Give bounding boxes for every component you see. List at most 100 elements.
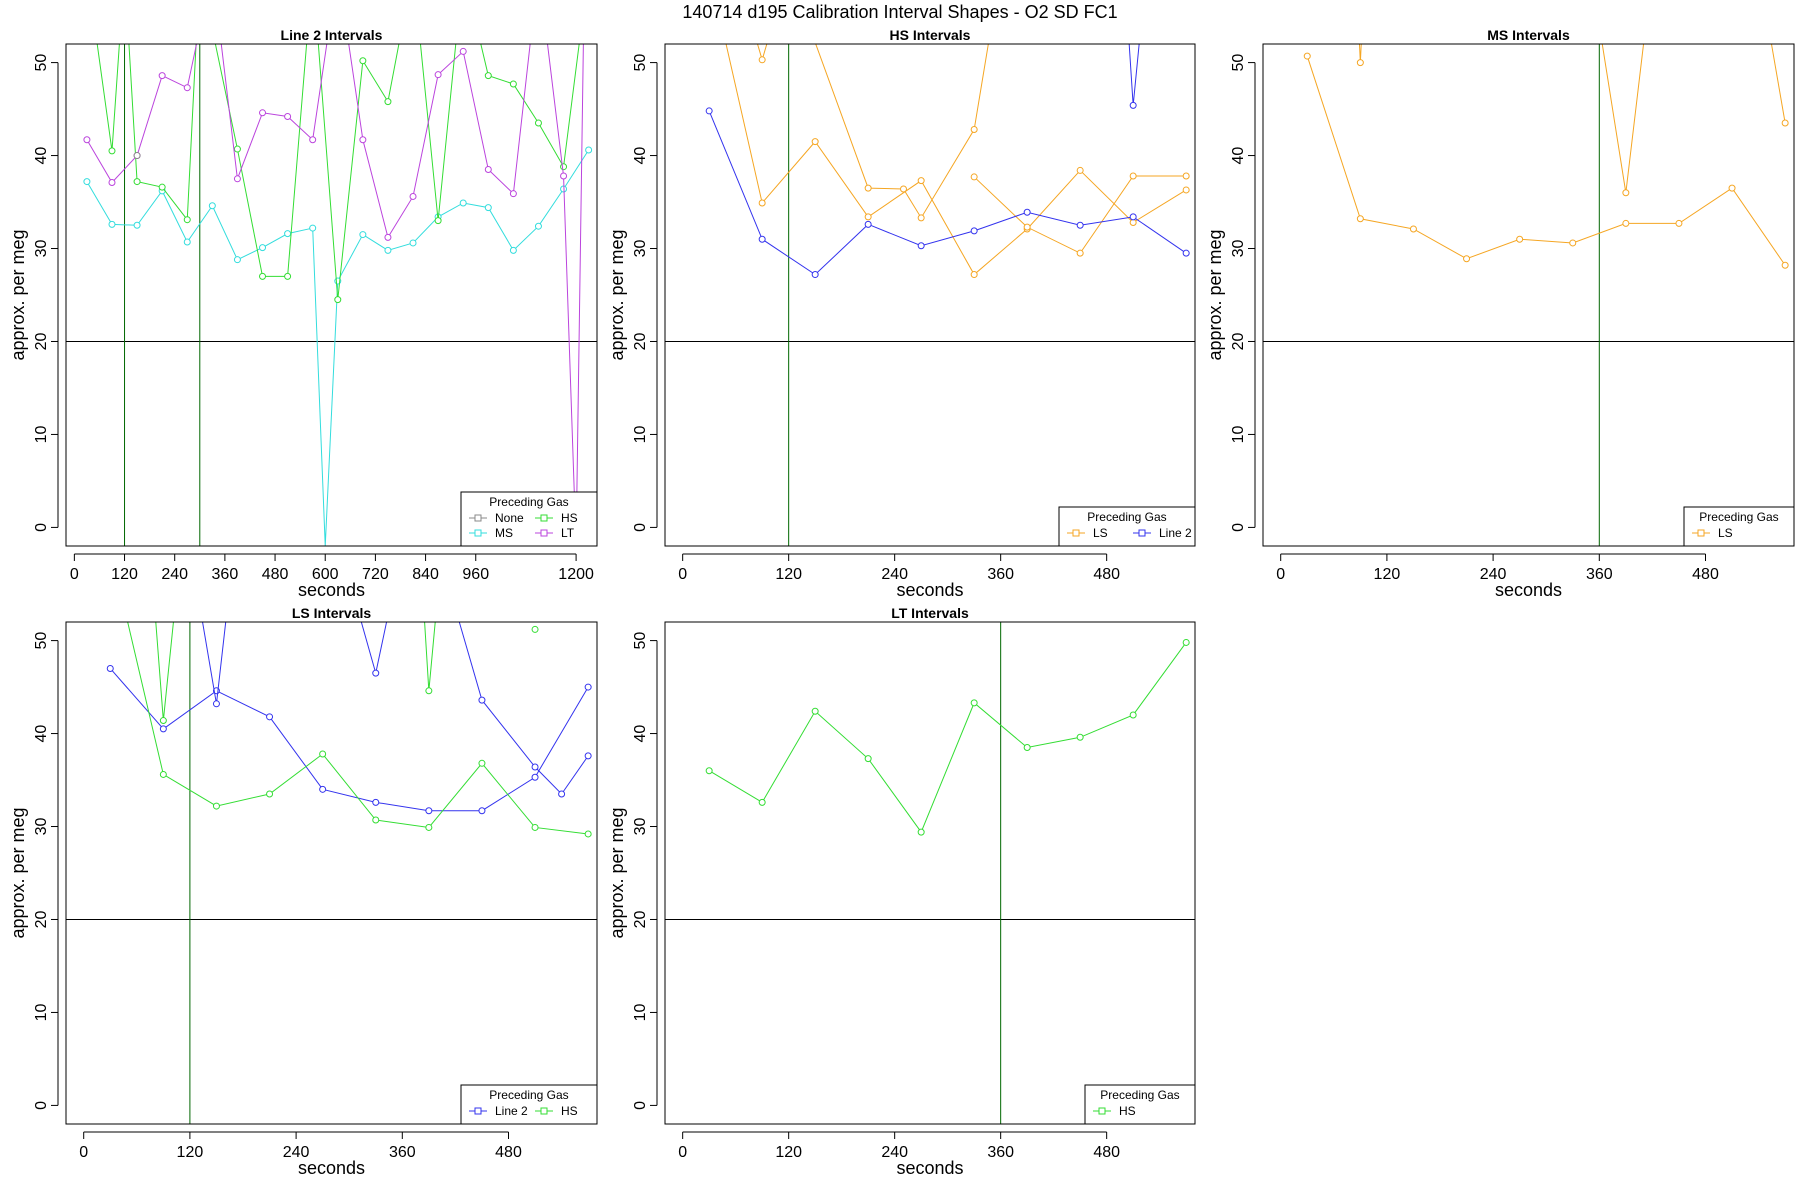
x-axis: 0 120 240 360 480 (678, 1131, 1120, 1161)
series-line-2 (705, 107, 1190, 279)
plot-area (66, 44, 597, 546)
legend: Preceding Gas LS Line 2 (1058, 506, 1196, 547)
data-point (1409, 225, 1417, 233)
data-point (1023, 208, 1031, 216)
x-tick-label: 360 (987, 1144, 1014, 1161)
panel-title: Line 2 Intervals (281, 27, 383, 43)
y-axis: 0 10 20 30 40 50 (1230, 54, 1256, 532)
plot-area (66, 622, 597, 1124)
legend-entry-label: MS (495, 526, 513, 540)
legend-symbol (1072, 529, 1080, 537)
x-tick-label: 480 (1093, 566, 1120, 583)
series-ls (1770, 44, 1789, 127)
x-tick-label: 600 (312, 566, 339, 583)
series-line (109, 668, 589, 812)
legend-title: Preceding Gas (489, 1088, 568, 1102)
legend-box (460, 1084, 598, 1125)
x-tick-label: 840 (412, 566, 439, 583)
data-point (1622, 219, 1630, 227)
x-axis: 0 120 240 360 480 600 720 840 960 1200 (70, 553, 594, 583)
series-ls (970, 172, 1190, 257)
series-ms (83, 146, 593, 546)
data-point (233, 175, 241, 183)
data-point (534, 119, 542, 127)
series-line (86, 149, 590, 546)
y-tick-label: 0 (632, 1101, 649, 1110)
data-point (478, 759, 486, 767)
data-point (509, 190, 517, 198)
y-tick-label: 0 (33, 523, 50, 532)
data-point (83, 178, 91, 186)
data-point (811, 138, 819, 146)
legend-entry-label: HS (1119, 1104, 1136, 1118)
data-point (384, 246, 392, 254)
x-axis-label: seconds (896, 1158, 963, 1178)
data-point (372, 816, 380, 824)
data-point (319, 785, 327, 793)
panel-3: LS Intervals 0 120 240 360 480 seconds 0 10 20 30 4… (8, 605, 598, 1178)
data-point (758, 199, 766, 207)
plot-frame (65, 43, 598, 547)
series-line-2 (360, 622, 592, 798)
legend-symbol (540, 529, 548, 537)
series-line (1128, 44, 1140, 106)
plot-frame (1262, 43, 1795, 547)
data-point (459, 47, 467, 55)
plot-area (665, 44, 1195, 546)
data-point (359, 136, 367, 144)
data-point (1356, 59, 1364, 67)
x-tick-label: 360 (389, 1144, 416, 1161)
series-hs (424, 622, 436, 695)
y-tick-label: 40 (33, 147, 50, 165)
data-point (106, 664, 114, 672)
data-point (1129, 213, 1137, 221)
x-tick-label: 240 (161, 566, 188, 583)
data-point (83, 136, 91, 144)
series-line-2 (106, 664, 592, 815)
x-tick-label: 0 (678, 566, 687, 583)
panels: Line 2 Intervals 0 120 240 360 480 600 720 840 96… (8, 27, 1795, 1178)
legend-symbol (474, 514, 482, 522)
data-point (705, 107, 713, 115)
data-point (758, 56, 766, 64)
data-point (1182, 249, 1190, 257)
legend-symbol (1697, 529, 1705, 537)
y-axis: 0 10 20 30 40 50 (632, 54, 658, 532)
data-point (319, 750, 327, 758)
data-point (531, 773, 539, 781)
y-tick-label: 50 (33, 54, 50, 72)
data-point (434, 217, 442, 225)
data-point (183, 238, 191, 246)
series-line-2 (202, 622, 227, 708)
x-tick-label: 360 (212, 566, 239, 583)
series-hs (531, 625, 539, 633)
data-point (484, 166, 492, 173)
data-point (705, 767, 713, 775)
series-hs (705, 638, 1190, 836)
x-tick-label: 120 (775, 566, 802, 583)
x-tick-label: 360 (987, 566, 1014, 583)
data-point (1781, 261, 1789, 269)
data-point (917, 177, 925, 185)
data-point (970, 227, 978, 235)
data-point (434, 71, 442, 79)
data-point (811, 707, 819, 715)
data-point (1516, 235, 1524, 243)
series-ls (1303, 52, 1789, 269)
legend-box (1683, 506, 1795, 547)
series-line (708, 642, 1187, 834)
series-line (96, 44, 580, 300)
series-ls (1601, 44, 1645, 197)
data-point (233, 256, 241, 264)
data-point (158, 72, 166, 80)
plot-area (1263, 44, 1794, 546)
x-tick-label: 240 (283, 1144, 310, 1161)
data-point (108, 179, 116, 187)
y-tick-label: 50 (632, 54, 649, 72)
data-point (900, 185, 907, 193)
data-point (183, 216, 191, 224)
y-axis: 0 10 20 30 40 50 (632, 632, 658, 1110)
series-line (1306, 55, 1786, 266)
legend-entry-label: LS (1093, 526, 1108, 540)
data-point (917, 214, 925, 222)
